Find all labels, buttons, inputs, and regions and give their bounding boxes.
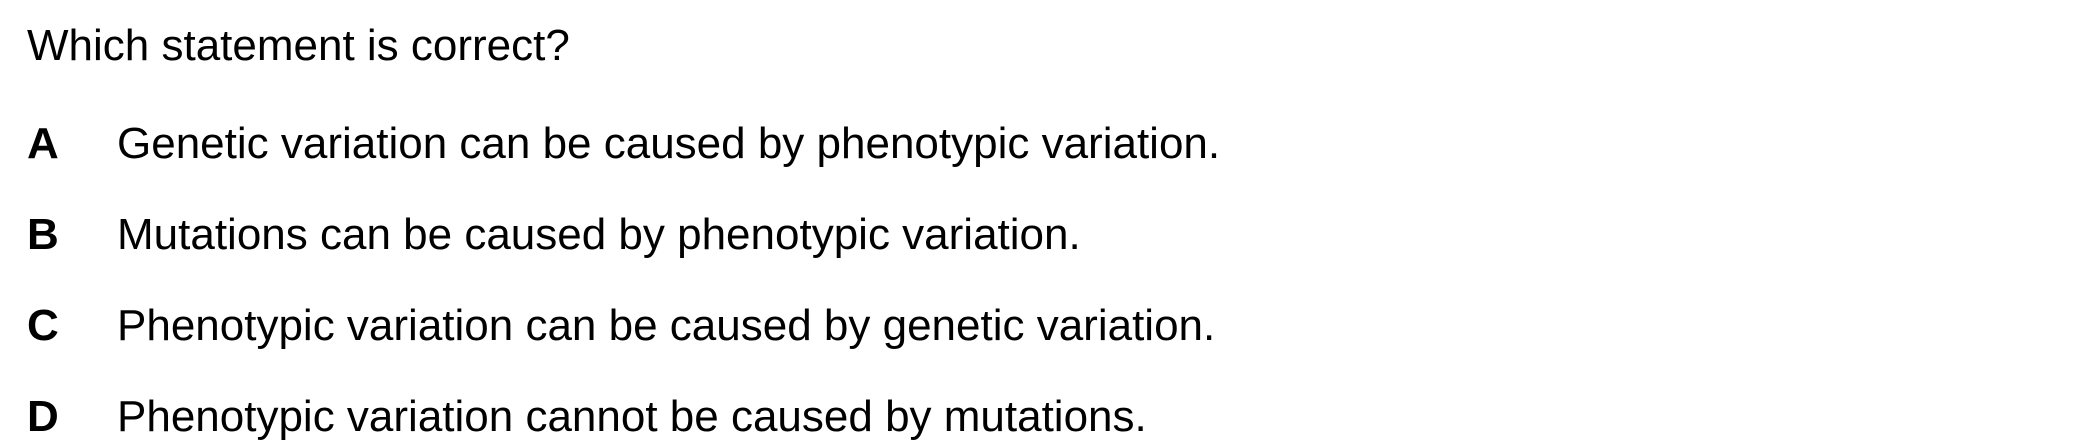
option-text: Mutations can be caused by phenotypic va…	[117, 210, 1081, 259]
option-text: Genetic variation can be caused by pheno…	[117, 119, 1221, 168]
option-letter: B	[27, 210, 59, 259]
option-letter: D	[27, 392, 59, 441]
option-text: Phenotypic variation can be caused by ge…	[117, 301, 1216, 350]
question-stem: Which statement is correct?	[27, 21, 570, 70]
option-letter: C	[27, 301, 59, 350]
option-text: Phenotypic variation cannot be caused by…	[117, 392, 1147, 441]
option-letter: A	[27, 119, 59, 168]
